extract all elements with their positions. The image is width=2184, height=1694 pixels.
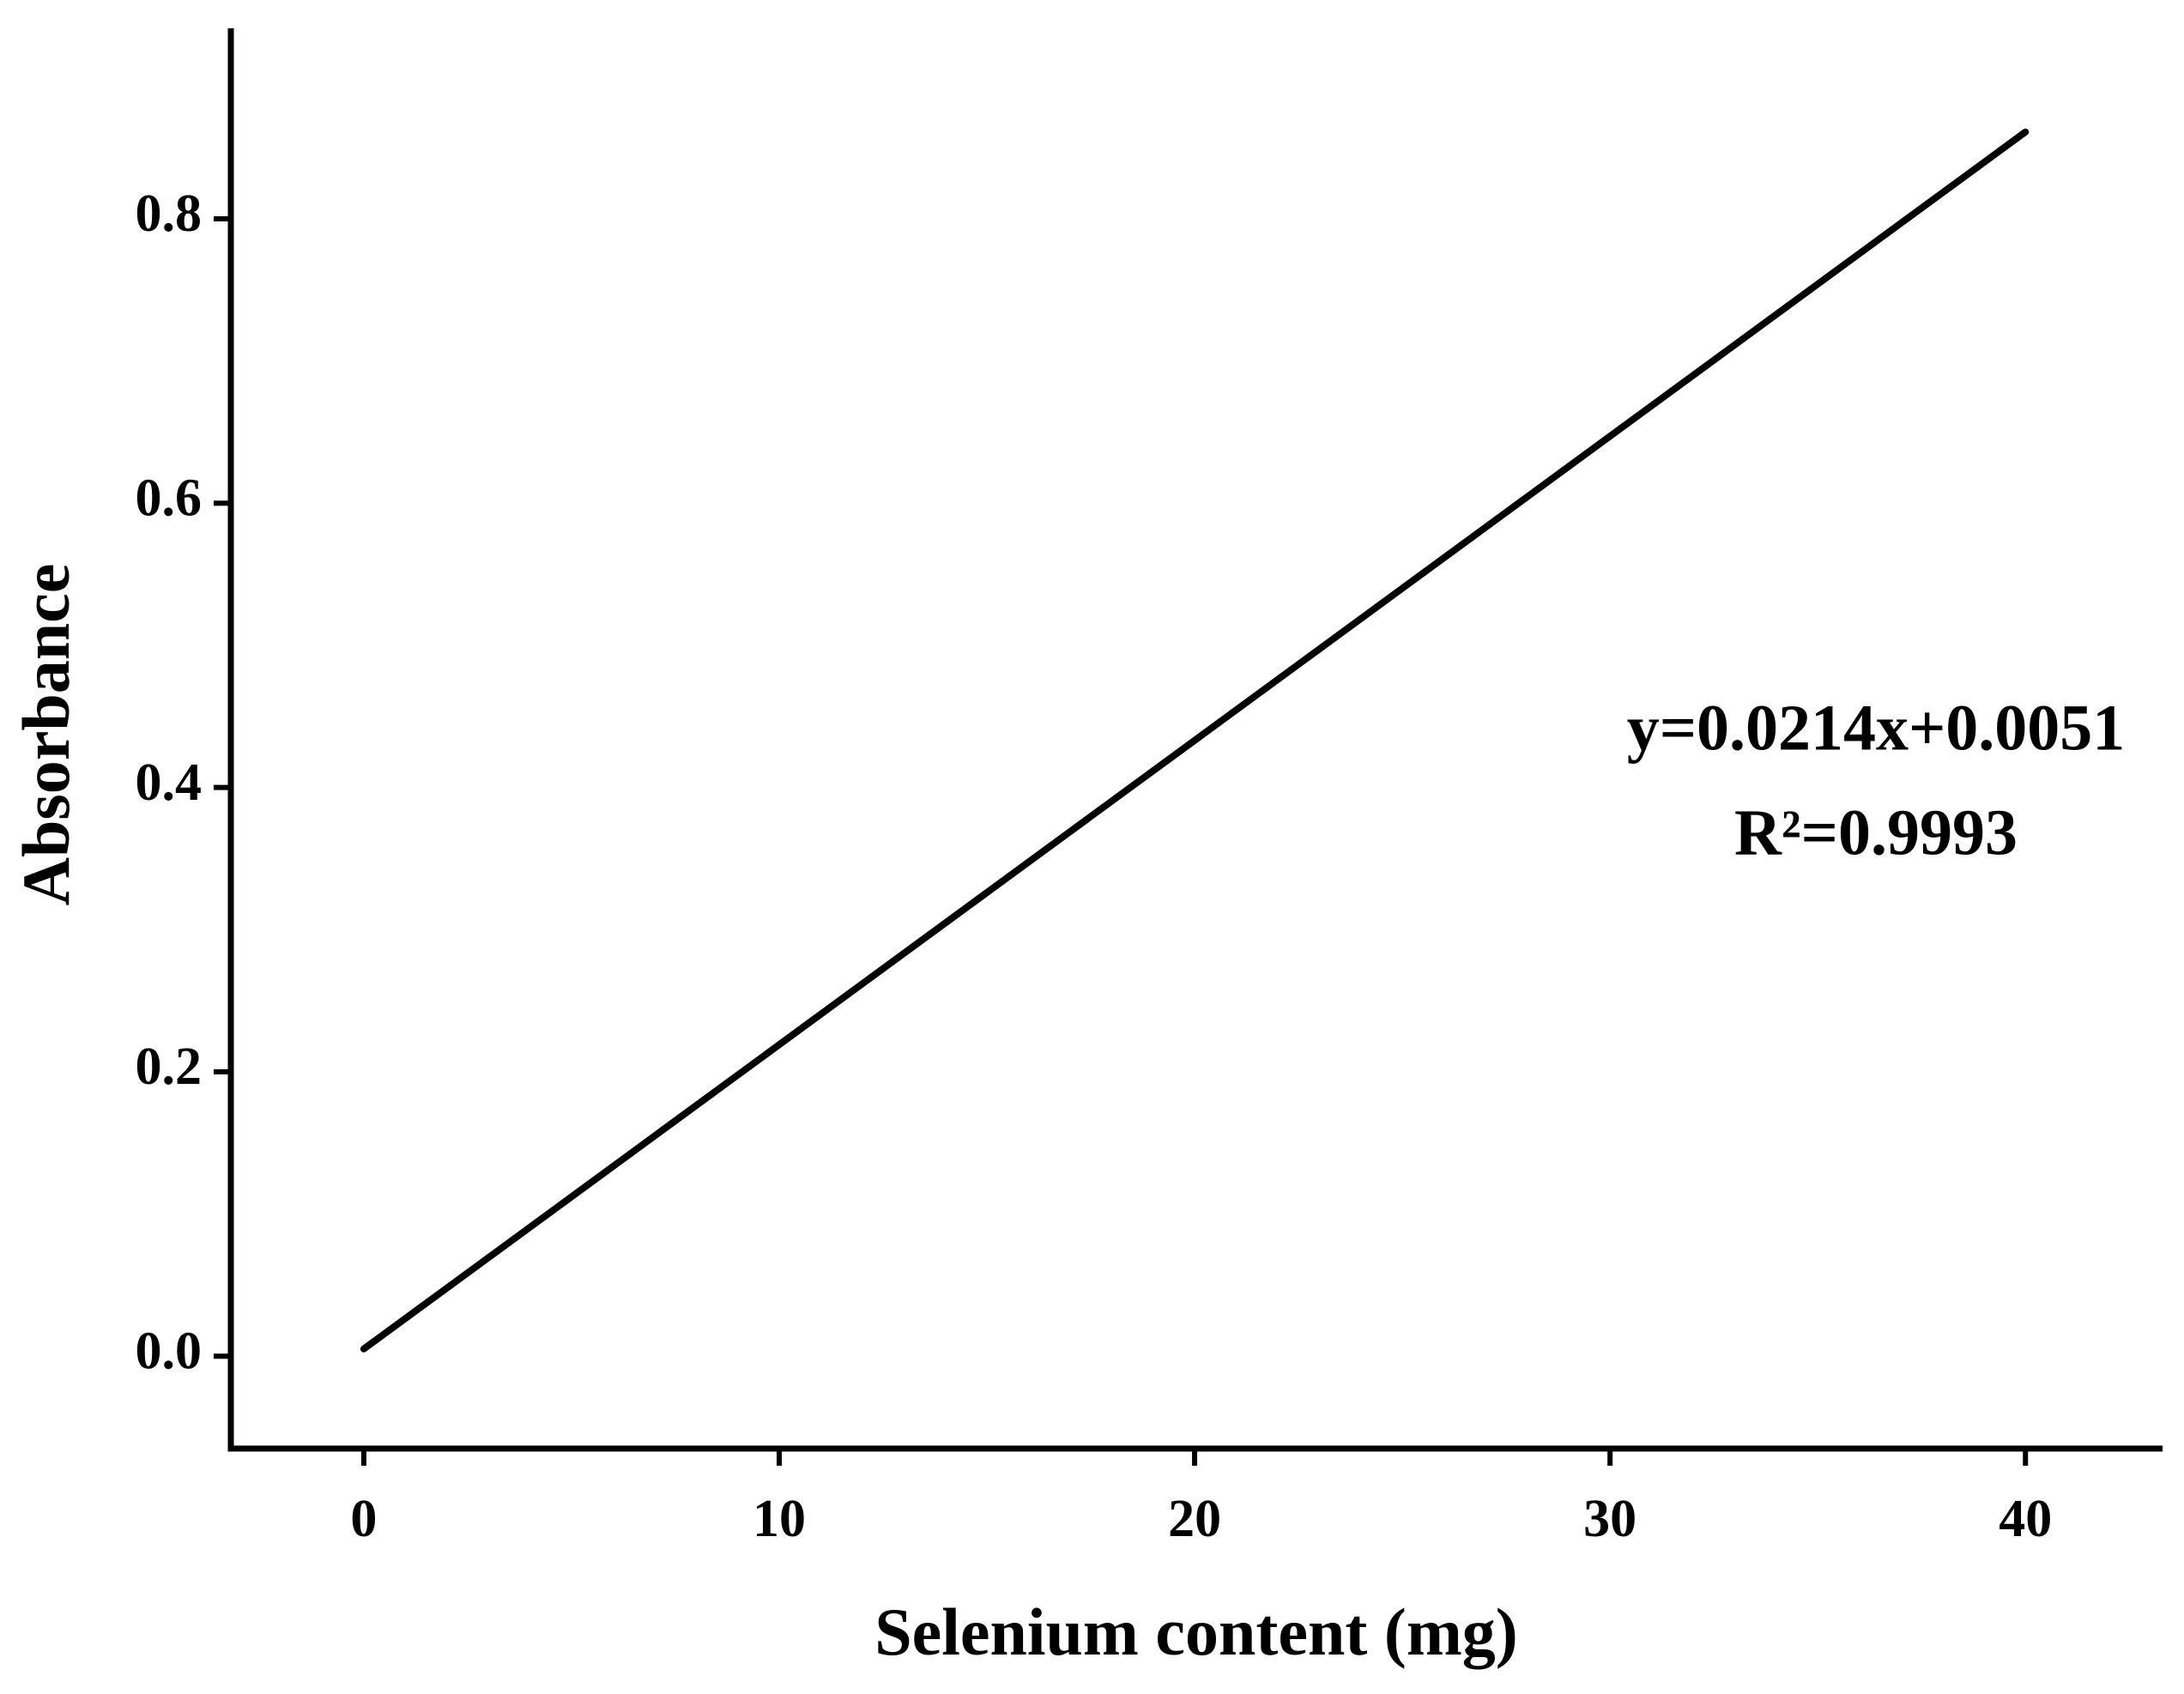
x-tick-label: 20 — [1168, 1490, 1221, 1548]
y-tick-label: 0.4 — [136, 753, 203, 812]
x-axis-label: Selenium content (mg) — [874, 1594, 1518, 1669]
y-tick-label: 0.8 — [136, 185, 203, 243]
y-tick-label: 0.2 — [136, 1038, 203, 1096]
x-tick-label: 30 — [1583, 1490, 1636, 1548]
y-axis-label: Absorbance — [9, 564, 83, 906]
y-tick-label: 0.0 — [136, 1322, 203, 1381]
data-line — [360, 128, 2030, 1352]
x-tick-label: 0 — [350, 1490, 377, 1548]
x-tick-label: 40 — [1999, 1490, 2052, 1548]
annotation: y=0.0214x+0.0051 — [1627, 692, 2126, 764]
annotation: R²=0.9993 — [1734, 796, 2018, 868]
y-tick-label: 0.6 — [136, 469, 203, 528]
x-tick-label: 10 — [753, 1490, 806, 1548]
